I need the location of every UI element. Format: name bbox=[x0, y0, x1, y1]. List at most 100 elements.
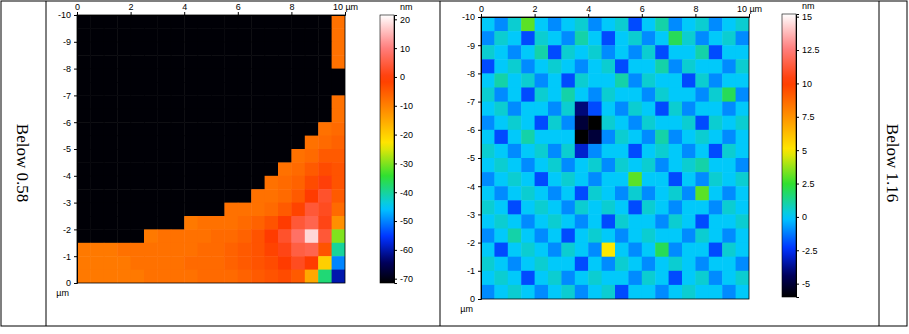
tick-label: -10 bbox=[462, 12, 475, 22]
tick-mark bbox=[695, 14, 696, 17]
cell bbox=[211, 203, 225, 217]
cell bbox=[90, 136, 104, 150]
cell bbox=[104, 28, 118, 42]
cell bbox=[628, 257, 642, 272]
cell bbox=[198, 122, 212, 136]
cell bbox=[305, 55, 319, 69]
cell bbox=[494, 257, 508, 272]
side-label: Below 0.58 bbox=[13, 124, 32, 202]
cell bbox=[682, 271, 696, 286]
tick-label: -1 bbox=[63, 252, 71, 262]
cell bbox=[535, 285, 549, 299]
cell bbox=[77, 243, 91, 257]
cell bbox=[224, 136, 238, 150]
cell bbox=[144, 136, 158, 150]
cell bbox=[144, 69, 158, 83]
cell bbox=[157, 229, 171, 243]
tick-label: -2.5 bbox=[802, 246, 818, 256]
tick-mark bbox=[796, 250, 799, 251]
cell bbox=[224, 229, 238, 243]
cell bbox=[104, 229, 118, 243]
cell bbox=[615, 102, 629, 117]
cell bbox=[144, 216, 158, 230]
cell bbox=[481, 130, 495, 145]
cell bbox=[602, 186, 616, 201]
tick-mark bbox=[796, 284, 799, 285]
cell bbox=[561, 257, 575, 272]
cell bbox=[588, 116, 602, 131]
cell bbox=[695, 271, 709, 286]
cell bbox=[736, 200, 749, 215]
cell bbox=[90, 109, 104, 123]
cell bbox=[494, 88, 508, 103]
cell bbox=[157, 55, 171, 69]
cell bbox=[90, 42, 104, 56]
tick-label: -9 bbox=[63, 37, 71, 47]
cell bbox=[615, 130, 629, 145]
cell bbox=[291, 28, 305, 42]
cell bbox=[318, 149, 332, 163]
cell bbox=[184, 203, 198, 217]
cell bbox=[642, 200, 656, 215]
cell bbox=[535, 200, 549, 215]
cell bbox=[709, 102, 723, 117]
cell bbox=[615, 271, 629, 286]
cell bbox=[588, 130, 602, 145]
cell bbox=[265, 28, 279, 42]
cell bbox=[521, 116, 535, 131]
tick-label: 2 bbox=[533, 4, 538, 14]
cell bbox=[332, 28, 345, 42]
cell bbox=[602, 214, 616, 229]
cell bbox=[628, 285, 642, 299]
cell bbox=[184, 229, 198, 243]
cell bbox=[90, 229, 104, 243]
cell bbox=[709, 59, 723, 74]
cell bbox=[642, 102, 656, 117]
cell bbox=[291, 270, 305, 283]
tick-mark bbox=[394, 250, 397, 251]
cell bbox=[548, 102, 562, 117]
tick-label: -10 bbox=[400, 101, 413, 111]
tick: -5 bbox=[63, 144, 77, 154]
cell bbox=[171, 256, 185, 270]
cell bbox=[548, 172, 562, 187]
tick-mark bbox=[394, 279, 397, 280]
tick: 0 bbox=[796, 212, 807, 222]
cell bbox=[332, 149, 345, 163]
cell bbox=[291, 216, 305, 230]
cell bbox=[265, 270, 279, 283]
cell bbox=[117, 15, 131, 29]
cell bbox=[521, 45, 535, 60]
cell bbox=[669, 158, 683, 173]
cell bbox=[655, 285, 669, 299]
cell bbox=[655, 116, 669, 131]
cell bbox=[157, 15, 171, 29]
cell bbox=[588, 186, 602, 201]
cell bbox=[184, 256, 198, 270]
tick: -1 bbox=[63, 252, 77, 262]
cell bbox=[305, 122, 319, 136]
cell bbox=[628, 271, 642, 286]
cell bbox=[265, 149, 279, 163]
cell bbox=[291, 122, 305, 136]
cell bbox=[548, 45, 562, 60]
colorbar-title: nm bbox=[400, 2, 413, 12]
cell bbox=[575, 172, 589, 187]
cell bbox=[90, 256, 104, 270]
cell bbox=[104, 189, 118, 203]
cell bbox=[171, 229, 185, 243]
cell bbox=[695, 17, 709, 32]
cell bbox=[709, 144, 723, 159]
tick: 5 bbox=[796, 146, 807, 156]
axis-line bbox=[395, 16, 398, 284]
cell bbox=[131, 136, 145, 150]
cell bbox=[104, 55, 118, 69]
tick-label: 5 bbox=[802, 146, 807, 156]
tick-mark bbox=[478, 130, 481, 131]
cell bbox=[332, 69, 345, 83]
tick: -10 bbox=[394, 101, 413, 111]
cell bbox=[628, 31, 642, 46]
cell bbox=[722, 31, 736, 46]
cell bbox=[669, 257, 683, 272]
cell bbox=[669, 271, 683, 286]
